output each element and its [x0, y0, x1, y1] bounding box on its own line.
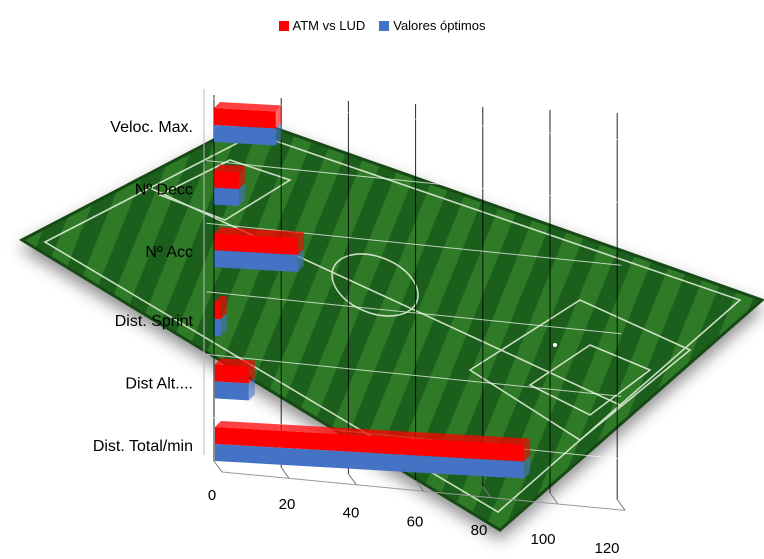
- x-tick-label: 100: [530, 531, 555, 548]
- x-tick-label: 20: [279, 496, 296, 513]
- bar-series0: [214, 227, 304, 255]
- floor-gridline: [213, 460, 223, 473]
- legend-item-series0: ATM vs LUD: [278, 18, 366, 33]
- category-gridline: [206, 222, 622, 266]
- bar-series1: [214, 183, 245, 207]
- category-label: Dist Alt....: [125, 375, 193, 392]
- floor-gridline: [616, 499, 626, 511]
- bar-series1: [214, 248, 304, 272]
- chart-legend: ATM vs LUD Valores óptimos: [0, 18, 764, 33]
- bar-series0: [214, 164, 245, 190]
- legend-swatch-blue: [379, 20, 390, 31]
- bar-series0: [214, 358, 255, 384]
- floor-gridline: [347, 473, 357, 486]
- category-gridline: [206, 291, 622, 335]
- floor-front-edge: [221, 471, 626, 511]
- x-axis-ticks: 0 20 40 60 80 100 120: [208, 487, 620, 557]
- bar-series0: [214, 102, 282, 129]
- category-label: Dist. Sprint: [115, 313, 194, 330]
- x-tick-label: 60: [407, 513, 424, 530]
- category-label: Nº Decc: [135, 182, 193, 199]
- category-gridline: [206, 353, 622, 397]
- bar-series0: [215, 421, 531, 462]
- category-label: Dist. Total/min: [93, 438, 193, 455]
- bar-series1: [214, 377, 255, 401]
- category-labels: Veloc. Max. Nº Decc Nº Acc Dist. Sprint Dist…: [93, 119, 194, 455]
- bar-series1: [214, 122, 282, 146]
- category-label: Veloc. Max.: [110, 119, 193, 136]
- x-tick-label: 0: [208, 487, 216, 504]
- floor-gridline: [549, 492, 559, 505]
- legend-item-series1: Valores óptimos: [379, 18, 485, 33]
- floor-gridline: [415, 479, 425, 492]
- chart-grid: [203, 89, 626, 511]
- bar-series1: [214, 313, 227, 337]
- category-label: Nº Acc: [145, 244, 193, 261]
- legend-swatch-red: [278, 20, 289, 31]
- category-gridline: [205, 97, 622, 141]
- category-gridline: [206, 160, 622, 204]
- legend-label-series1: Valores óptimos: [393, 18, 486, 33]
- legend-label-series0: ATM vs LUD: [292, 18, 366, 33]
- x-tick-label: 40: [343, 505, 360, 522]
- bar-series1: [215, 444, 531, 479]
- bar-series0: [214, 295, 227, 320]
- floor-gridline: [280, 467, 290, 479]
- chart-bars: [214, 102, 531, 479]
- x-tick-label: 120: [594, 540, 619, 557]
- x-tick-label: 80: [471, 522, 488, 539]
- floor-gridline: [482, 486, 492, 498]
